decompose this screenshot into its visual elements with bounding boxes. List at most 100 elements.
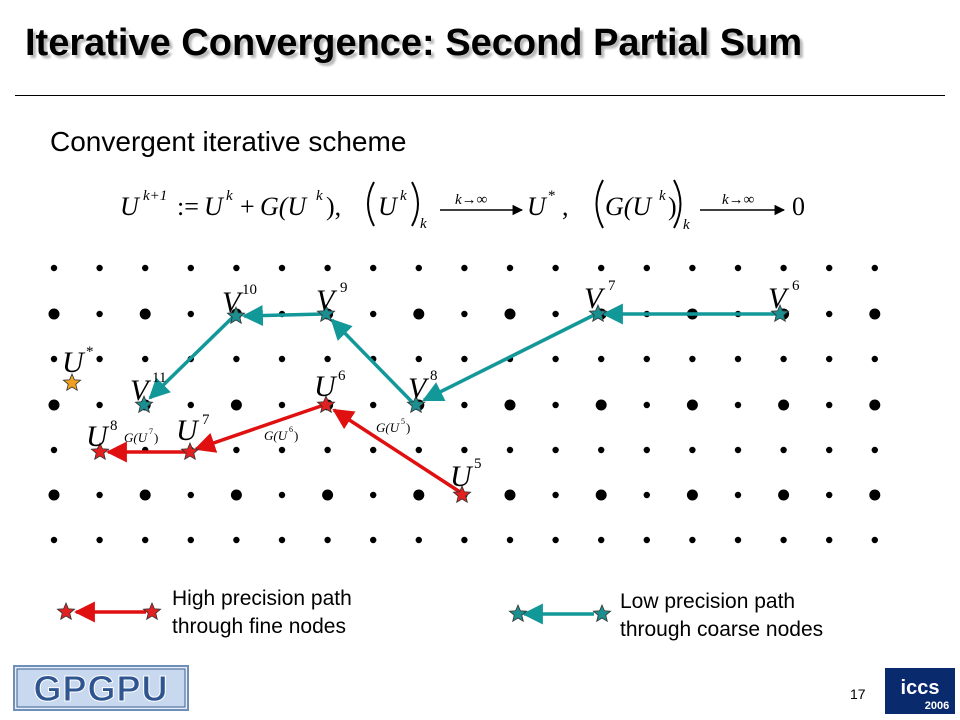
star-u7	[180, 441, 200, 461]
grid-dot	[780, 264, 787, 272]
grid-dot	[50, 536, 58, 544]
label-g6-close: )	[294, 428, 298, 443]
grid-dot	[50, 264, 58, 272]
formula-rhs2-close: ),	[326, 192, 341, 221]
grid-dot	[734, 355, 742, 363]
formula-seq1: U	[378, 192, 399, 221]
grid-dot	[643, 264, 650, 272]
grid-dot	[506, 446, 514, 454]
grid-dot	[96, 536, 103, 544]
formula-target1: U	[527, 192, 548, 221]
grid-dot	[50, 446, 58, 454]
formula-seq2-sup: k	[659, 188, 666, 204]
star-v10	[226, 305, 246, 325]
grid-dot	[689, 536, 696, 544]
grid-dot	[689, 264, 696, 272]
grid-dot	[461, 264, 468, 272]
grid-dot	[552, 264, 559, 272]
label-u5-sup: 5	[474, 456, 482, 472]
low-precision-path	[148, 303, 776, 406]
label-g7: G(U	[124, 430, 149, 445]
grid-dot	[689, 446, 696, 454]
arrow-u6-u7	[194, 403, 325, 453]
grid-dot	[871, 536, 878, 544]
node-grid	[48, 264, 881, 544]
label-g6: G(U	[264, 428, 289, 443]
legend-stars	[56, 601, 612, 623]
formula-seq1-sup: k	[400, 188, 407, 204]
grid-dot	[504, 308, 516, 320]
grid-dot	[370, 264, 377, 272]
grid-dot	[595, 399, 607, 411]
label-u7: U	[176, 414, 200, 447]
grid-dot	[689, 355, 696, 363]
grid-dot	[230, 399, 242, 411]
grid-dot	[233, 264, 240, 272]
grid-dot	[415, 536, 422, 544]
formula-rhs1-sup: k	[226, 188, 233, 204]
grid-dot	[370, 491, 377, 499]
label-v9-sup: 9	[340, 280, 348, 296]
legend-star-coarse-left	[508, 603, 528, 623]
formula-rhs1: U	[204, 192, 225, 221]
grid-dot	[552, 355, 559, 363]
iccs-logo-year: 2006	[925, 700, 949, 712]
grid-dot	[461, 536, 468, 544]
grid-dot	[233, 355, 240, 363]
label-v9: V	[316, 284, 338, 317]
grid-dot	[598, 446, 605, 454]
arrow-v9-v10	[241, 305, 325, 327]
high-precision-path	[105, 403, 461, 494]
arrow-u5-u6	[332, 408, 461, 494]
iccs-logo: iccs 2006	[885, 668, 955, 714]
grid-dot	[324, 446, 331, 454]
label-u8-sup: 8	[110, 418, 118, 434]
grid-dot	[230, 489, 242, 501]
formula-limit-2: k→∞	[722, 192, 755, 208]
grid-dot	[869, 308, 881, 320]
node-labels: U * V 11 V 10 V 9 V 8 V 7 V 6 U 8 U 7 U …	[62, 278, 800, 493]
label-v8-sup: 8	[430, 368, 438, 384]
grid-dot	[461, 401, 468, 409]
grid-dot	[780, 355, 787, 363]
iteration-formula: U k+1 := U k + G(U k ), U k k k→∞ U * , …	[120, 179, 805, 233]
grid-dot	[139, 489, 151, 501]
label-g5-close: )	[406, 420, 410, 435]
grid-dot	[506, 536, 514, 544]
grid-dot	[826, 446, 833, 454]
grid-dot	[278, 491, 286, 499]
star-u5	[452, 484, 472, 504]
star-v8	[406, 394, 426, 414]
grid-dot	[734, 536, 742, 544]
formula-limit-1: k→∞	[455, 192, 488, 208]
label-g5: G(U	[376, 420, 401, 435]
grid-dot	[826, 310, 833, 318]
grid-dot	[552, 310, 559, 318]
grid-dot	[871, 355, 878, 363]
star-u6	[316, 394, 336, 414]
grid-dot	[461, 355, 468, 363]
grid-dot	[187, 536, 194, 544]
grid-dot	[552, 536, 559, 544]
grid-dot	[598, 536, 605, 544]
grid-dot	[96, 355, 103, 363]
grid-dot	[461, 310, 468, 318]
label-u7-sup: 7	[202, 412, 210, 428]
grid-dot	[869, 489, 881, 501]
label-v11: V	[130, 374, 152, 407]
grid-dot	[871, 446, 878, 454]
label-v6: V	[768, 282, 790, 315]
grid-dot	[48, 489, 60, 501]
grid-dot	[826, 536, 833, 544]
grid-dot	[778, 489, 790, 501]
grid-dot	[324, 264, 331, 272]
formula-rhs2-sup: k	[316, 188, 323, 204]
grid-dot	[780, 536, 787, 544]
grid-dot	[734, 491, 742, 499]
legend-high-precision-text: High precision path through fine nodes	[172, 587, 352, 638]
grid-dot	[643, 446, 650, 454]
label-g5-sup: 5	[401, 417, 405, 426]
arrow-v7-v8	[422, 312, 597, 402]
grid-dot	[142, 355, 149, 363]
